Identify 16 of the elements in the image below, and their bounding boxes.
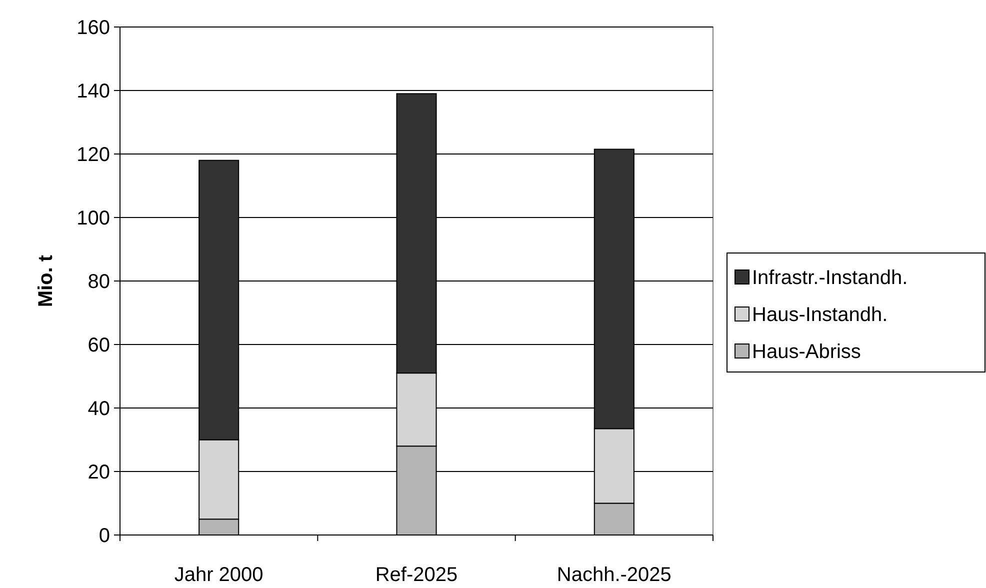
- x-tick-label: Jahr 2000: [174, 564, 264, 586]
- y-tick-label: 0: [98, 525, 110, 547]
- x-tick-label: Nachh.-2025: [556, 564, 672, 586]
- x-tick-label: Ref-2025: [375, 564, 458, 586]
- y-tick-label: 120: [76, 144, 110, 166]
- y-tick-label: 20: [88, 462, 110, 484]
- legend-label: Infrastr.-Instandh.: [752, 267, 908, 289]
- y-axis-title: Mio. t: [35, 254, 57, 308]
- y-tick-label: 60: [88, 334, 110, 356]
- legend-label: Haus-Instandh.: [752, 304, 888, 326]
- legend-label: Haus-Abriss: [752, 341, 861, 363]
- y-tick-label: 40: [88, 398, 110, 420]
- y-tick-label: 140: [76, 80, 110, 102]
- y-tick-label: 100: [76, 208, 110, 230]
- y-tick-label: 80: [88, 271, 110, 293]
- y-tick-label: 160: [76, 17, 110, 39]
